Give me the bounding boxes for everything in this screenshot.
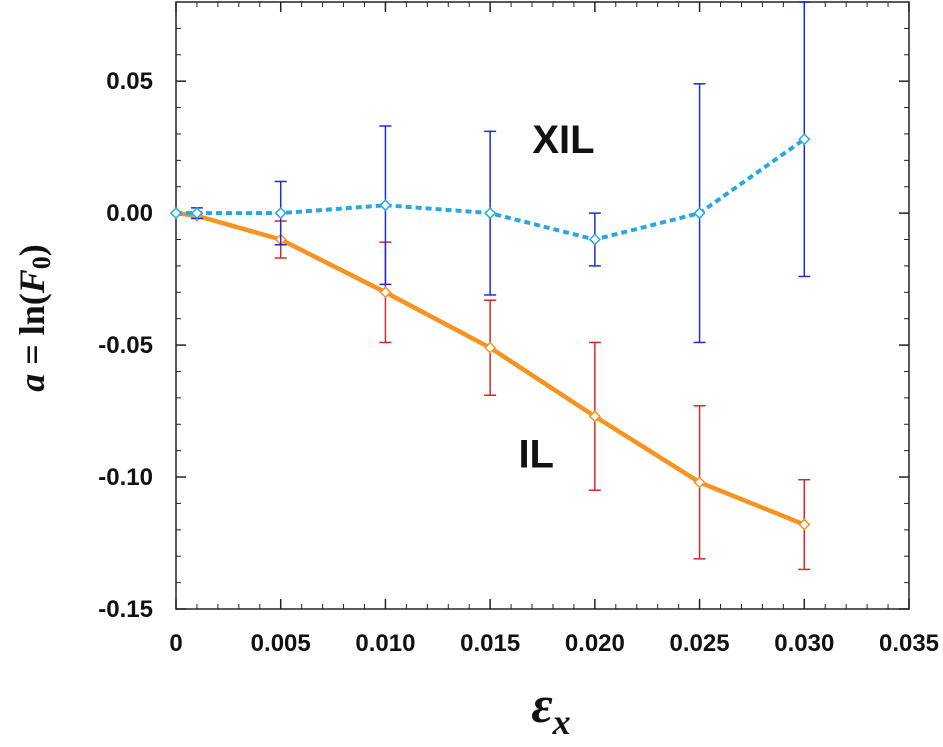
- y-axis-title: a = ln(F0): [12, 244, 56, 392]
- y-tick-label: 0.05: [106, 68, 153, 95]
- x-tick-label: 0.010: [355, 630, 415, 657]
- x-tick-label: 0.005: [251, 630, 311, 657]
- x-tick-label: 0.035: [879, 630, 939, 657]
- data-point: [693, 476, 706, 489]
- data-point: [693, 207, 706, 220]
- data-point: [588, 410, 601, 423]
- plot-frame: [175, 1, 910, 610]
- data-point: [379, 286, 392, 299]
- y-tick-label: -0.05: [98, 332, 153, 359]
- x-tick-labels: 0 0.005 0.010 0.015 0.020 0.025 0.030 0.035: [169, 630, 939, 657]
- series-xil: [169, 1, 811, 344]
- series-line: [175, 210, 806, 527]
- data-point: [798, 133, 811, 146]
- series-label-xil: XIL: [532, 118, 594, 162]
- y-tick-label: -0.10: [98, 464, 153, 491]
- svg-text:a = ln(F0): a = ln(F0): [12, 244, 56, 392]
- data-point: [798, 518, 811, 531]
- y-tick-label: -0.15: [98, 596, 153, 623]
- x-tick-label: 0.015: [460, 630, 520, 657]
- series-layer: [169, 1, 811, 571]
- series-labels: XIL IL: [518, 118, 594, 476]
- svg-text:εx: εx: [531, 677, 570, 742]
- y-tick-labels: 0.05 0.00 -0.05 -0.10 -0.15: [98, 68, 153, 623]
- data-point: [169, 207, 183, 220]
- series-label-il: IL: [518, 432, 554, 476]
- x-tick-label: 0.030: [774, 630, 834, 657]
- x-tick-label: 0: [169, 630, 182, 657]
- y-tick-label: 0.00: [106, 200, 153, 227]
- x-tick-label: 0.025: [670, 630, 730, 657]
- data-point: [379, 199, 392, 212]
- axis-ticks: [175, 2, 910, 610]
- data-point: [274, 207, 287, 220]
- data-point: [484, 341, 497, 354]
- data-point: [588, 233, 601, 246]
- x-axis-title: εx: [531, 677, 570, 742]
- data-point: [190, 207, 204, 220]
- series-line: [176, 137, 806, 242]
- x-tick-label: 0.020: [565, 630, 625, 657]
- data-point: [484, 207, 497, 220]
